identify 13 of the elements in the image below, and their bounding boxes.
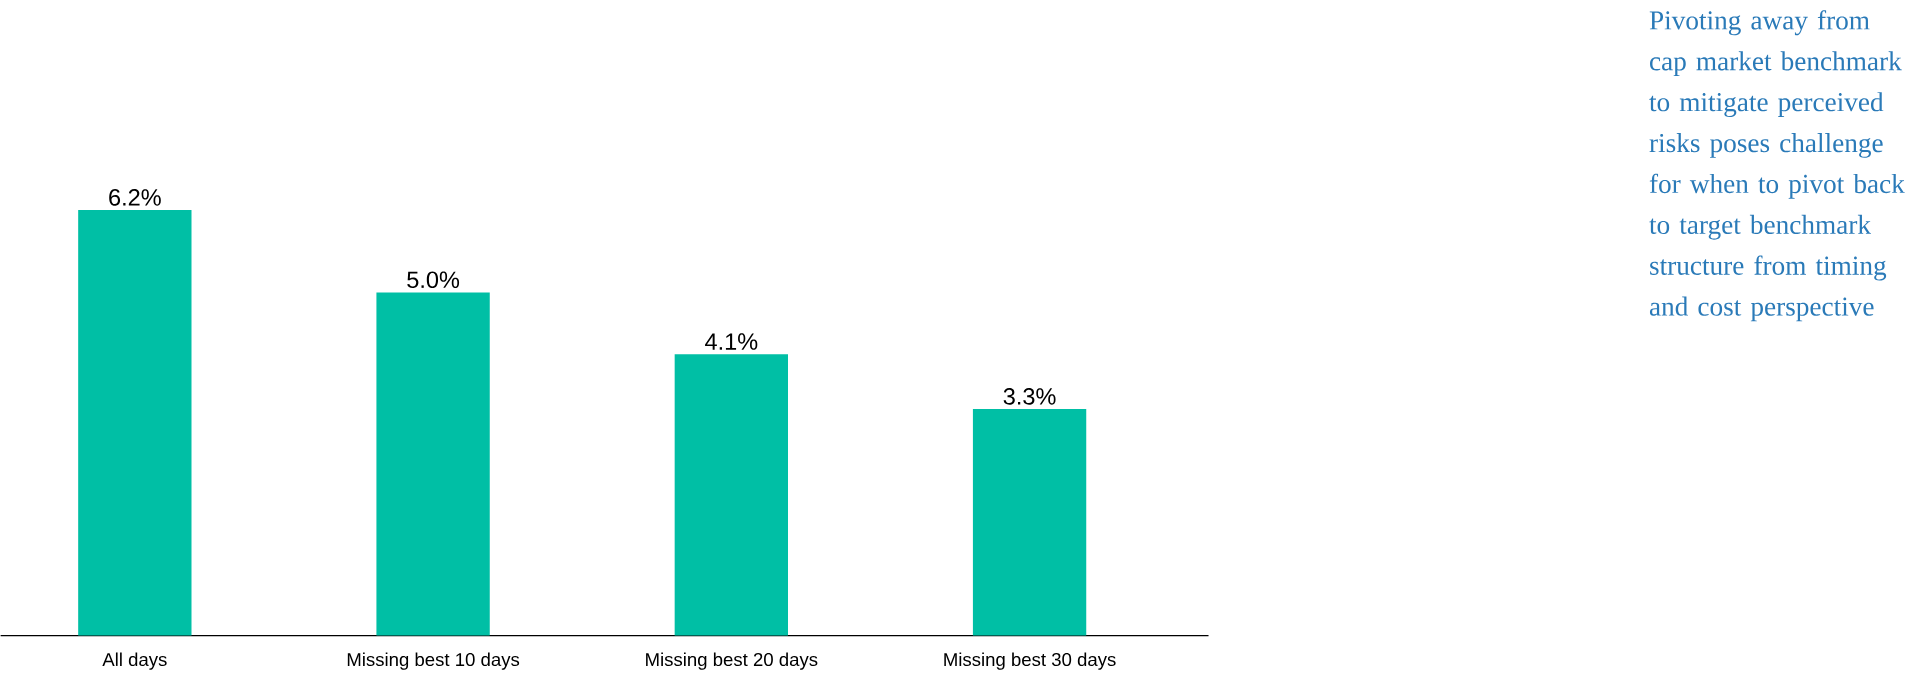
x-tick-label: Missing best 20 days (646, 652, 818, 670)
bar (78, 210, 192, 636)
bar (376, 292, 490, 636)
text: Pivoting away from cap market benchmark to mitigate perceived risks poses challenge for when to pivot back to target benchmark structure from timing and cost perspective (1649, 10, 1905, 322)
data-label: 5.0% (407, 271, 460, 289)
x-tick-label: All days (102, 652, 167, 670)
data-label: 6.2% (109, 189, 161, 206)
data-label: 4.1% (705, 333, 758, 350)
x-tick-label: Missing best 30 days (944, 652, 1116, 670)
x-tick-label: Missing best 10 days (347, 652, 520, 670)
bar (972, 409, 1087, 636)
data-label: 3.3% (1003, 388, 1056, 405)
bar (674, 354, 788, 636)
